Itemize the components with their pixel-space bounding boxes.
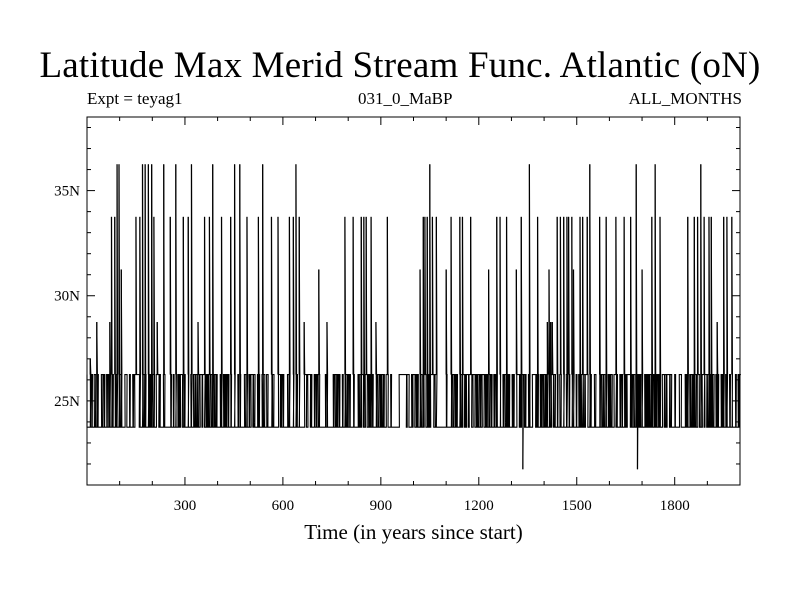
- period-label: 031_0_MaBP: [358, 89, 453, 108]
- experiment-label: Expt = teyag1: [87, 89, 183, 108]
- axes-layer: 300 600 900 1200 1500 1800 25N 30N 35N: [54, 117, 740, 514]
- y-tick-label: 25N: [54, 394, 80, 410]
- x-tick-label: 1800: [660, 498, 690, 514]
- x-tick-label: 900: [370, 498, 393, 514]
- y-tick-label: 30N: [54, 289, 80, 305]
- x-axis-label: Time (in years since start): [304, 520, 523, 544]
- x-tick-label: 600: [272, 498, 295, 514]
- plot-layer: [86, 164, 741, 470]
- x-tick-label: 1500: [562, 498, 592, 514]
- chart-title: Latitude Max Merid Stream Func. Atlantic…: [39, 45, 761, 86]
- months-label: ALL_MONTHS: [628, 89, 742, 108]
- series-line: [86, 164, 741, 470]
- x-tick-label: 1200: [464, 498, 494, 514]
- x-tick-label: 300: [174, 498, 197, 514]
- y-tick-label: 35N: [54, 184, 80, 200]
